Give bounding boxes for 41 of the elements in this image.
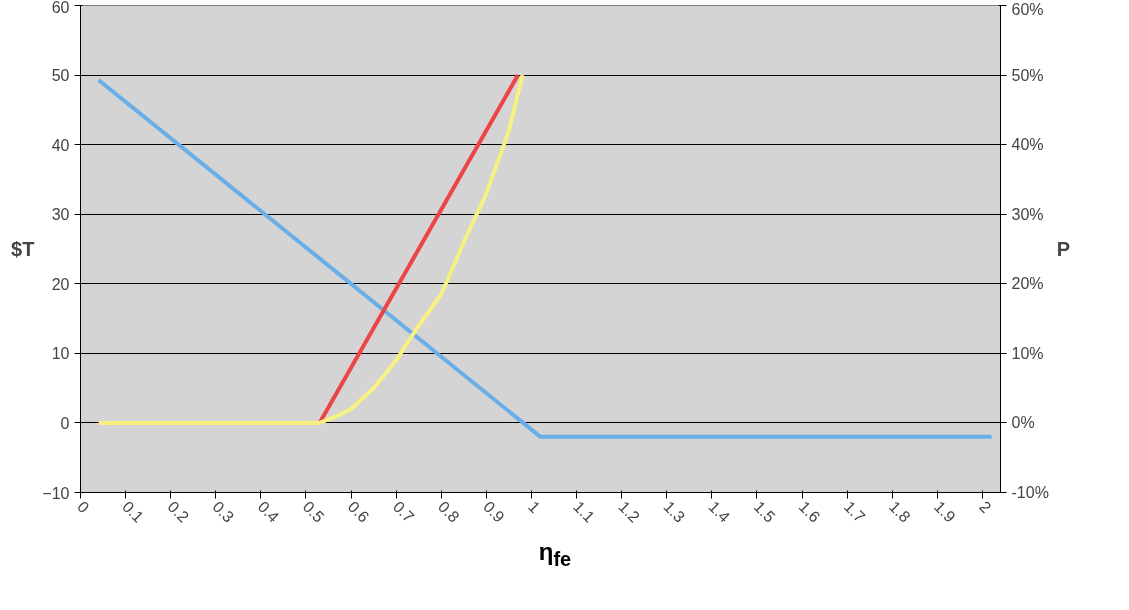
y-tick-label: 0: [60, 414, 70, 432]
x-tick-label: 1.3: [660, 497, 689, 526]
x-tick-label: 1.9: [931, 497, 959, 526]
y-tick-label: 10: [51, 345, 70, 363]
x-tick-label: 0.4: [254, 497, 283, 526]
x-tick-label: 1: [525, 497, 544, 517]
x-tick-label: 1.6: [795, 497, 824, 526]
x-tick-label: 0.7: [389, 497, 418, 526]
x-tick-label: 0.9: [480, 497, 508, 526]
y2-tick-label: 30%: [1011, 205, 1044, 223]
x-tick-label: 0.5: [299, 497, 328, 526]
y-tick-label: −10: [42, 484, 70, 502]
x-tick-label: 1.1: [570, 497, 599, 526]
y-tick-label: 60: [51, 0, 70, 16]
x-tick-label: 0: [74, 497, 93, 517]
y-tick-label: 20: [51, 275, 70, 293]
y2-tick-label: 60%: [1011, 0, 1044, 18]
x-tick-label: 0.3: [209, 497, 238, 526]
line-series: [96, 73, 525, 425]
y-axis-title: $T: [11, 238, 35, 260]
x-tick-label: 1.8: [885, 497, 914, 526]
x-tick-label: 0.6: [344, 497, 373, 526]
y2-tick-label: 10%: [1011, 344, 1044, 362]
x-tick-label: 1.5: [750, 497, 779, 526]
y2-tick-label: 50%: [1011, 66, 1044, 84]
x-tick-label: 0.2: [164, 497, 193, 526]
x-tick-label: 1.4: [705, 497, 734, 526]
y2-tick-label: 0%: [1011, 414, 1035, 432]
y2-tick-label: 40%: [1011, 136, 1044, 154]
y2-axis-title: P: [1056, 238, 1071, 260]
x-tick-label: 0.8: [434, 497, 463, 526]
x-axis-title: η$_{fe}$: [538, 537, 572, 572]
x-tick-label: 1.2: [615, 497, 644, 526]
y-tick-label: 50: [51, 67, 70, 85]
y-tick-label: 40: [51, 136, 70, 154]
x-tick-label: 1.7: [840, 497, 869, 526]
x-tick-label: 0.1: [119, 497, 148, 526]
y2-tick-label: 20%: [1011, 275, 1044, 293]
y-tick-label: 30: [51, 206, 70, 224]
x-tick-label: 2: [976, 497, 995, 517]
y2-tick-label: -10%: [1011, 484, 1049, 501]
